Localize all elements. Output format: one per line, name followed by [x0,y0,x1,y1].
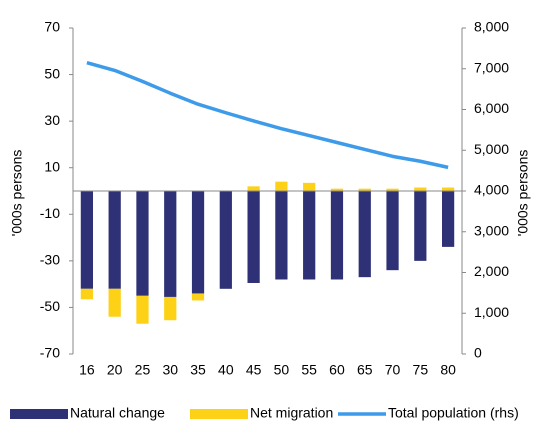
y2-tick-label: 3,000 [474,222,509,238]
x-tick-label: 80 [440,362,456,378]
y-axis-label: '000s persons [9,150,25,237]
y2-tick-label: 5,000 [474,141,509,157]
bar [386,191,399,271]
x-tick-label: 75 [413,362,429,378]
legend-label: Natural change [70,405,165,421]
y2-tick-label: 1,000 [474,304,509,320]
y-tick-label: -50 [40,298,60,314]
bar [191,293,205,301]
x-tick-label: 55 [301,362,317,378]
x-tick-label: 45 [246,362,262,378]
bar [136,191,149,296]
y-tick-label: 10 [44,158,60,174]
bar [303,182,316,191]
bar [358,191,371,278]
y2-tick-label: 6,000 [474,100,509,116]
x-tick-label: 60 [329,362,345,378]
bar [358,188,371,191]
x-tick-label: 40 [218,362,234,378]
legend-swatch [190,409,248,419]
y2-tick-label: 0 [474,345,482,361]
y2-tick-label: 4,000 [474,182,509,198]
x-tick-label: 20 [107,362,123,378]
x-tick-label: 25 [135,362,151,378]
x-tick-label: 70 [385,362,401,378]
bar [414,191,427,261]
bar [191,191,205,294]
bar [275,181,288,191]
bar [247,186,260,191]
bar [247,191,260,283]
bar [414,187,427,191]
x-tick-label: 50 [274,362,290,378]
bar [303,191,316,280]
bar [108,288,121,317]
bar [136,295,149,324]
bar [386,188,399,191]
y-tick-label: -70 [40,345,60,361]
y-tick-label: -10 [40,205,60,221]
bar [441,187,455,191]
bar [441,191,455,247]
x-tick-label: 30 [162,362,178,378]
x-tick-label: 65 [357,362,373,378]
y2-tick-label: 8,000 [474,19,509,35]
bar [164,191,177,297]
bar [80,288,94,300]
legend-label: Total population (rhs) [388,405,519,421]
bar [330,188,344,191]
y-tick-label: -30 [40,252,60,268]
x-tick-label: 35 [190,362,206,378]
line [86,60,449,170]
bar [164,296,177,321]
bar [80,191,94,289]
y-tick-label: 70 [44,19,60,35]
bar [275,191,288,280]
y2-axis-label: '000s persons [515,150,531,237]
bar [330,191,344,280]
bar [108,191,121,289]
y-tick-label: 30 [44,112,60,128]
y2-tick-label: 2,000 [474,263,509,279]
x-tick-label: 16 [79,362,95,378]
legend-label: Net migration [250,405,333,421]
bar [219,191,232,289]
y-tick-label: 50 [44,65,60,81]
y2-tick-label: 7,000 [474,59,509,75]
legend-swatch [10,409,68,419]
